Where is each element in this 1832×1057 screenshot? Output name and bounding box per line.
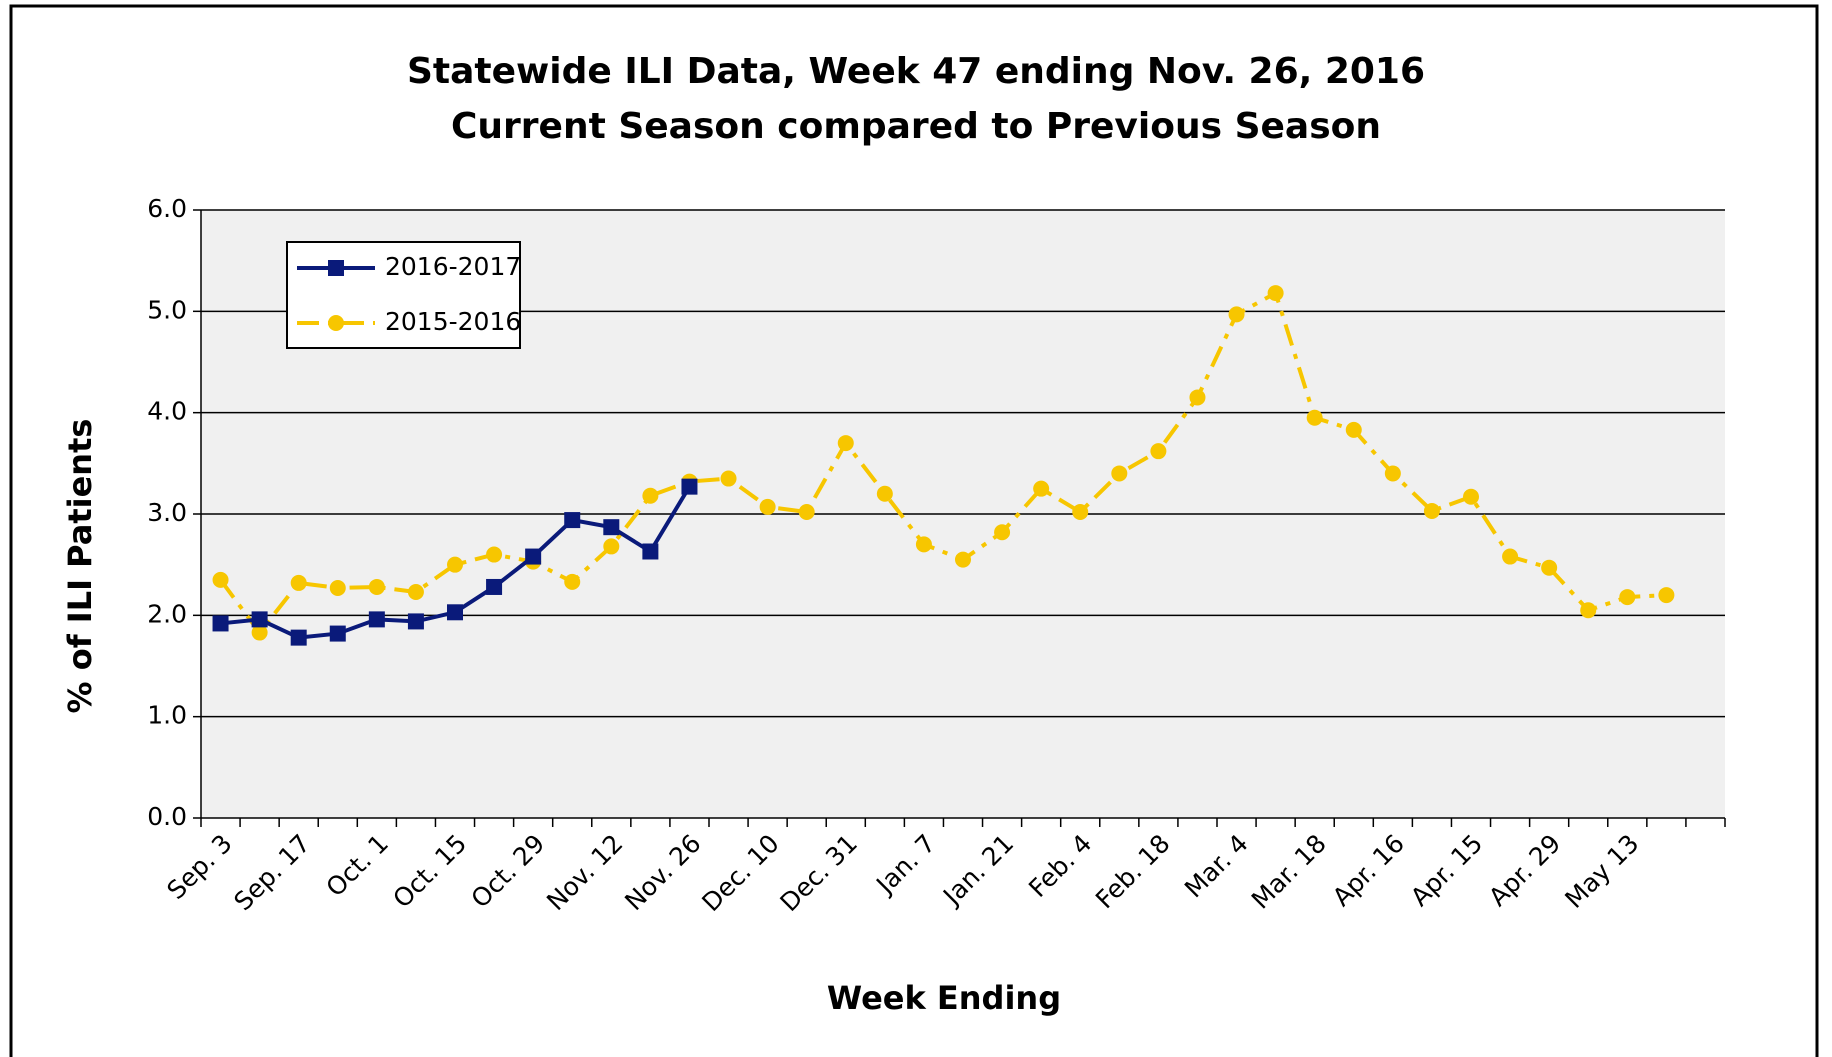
marker [1541, 559, 1558, 576]
marker [525, 548, 542, 565]
marker [642, 487, 659, 504]
marker [564, 573, 581, 590]
marker [1267, 285, 1284, 302]
marker [290, 574, 307, 591]
marker [1228, 306, 1245, 323]
marker [1423, 502, 1440, 519]
marker [368, 611, 385, 628]
marker [407, 584, 424, 601]
marker [1580, 602, 1597, 619]
marker [603, 538, 620, 555]
legend-marker [328, 315, 344, 331]
marker [759, 498, 776, 515]
y-axis-title: % of ILI Patients [61, 419, 99, 714]
y-tick-label: 6.0 [147, 194, 187, 223]
y-tick-label: 0.0 [147, 802, 187, 831]
marker [329, 579, 346, 596]
marker [486, 578, 503, 595]
chart-subtitle: Current Season compared to Previous Seas… [451, 106, 1381, 147]
marker [1189, 389, 1206, 406]
marker [955, 551, 971, 568]
legend-label: 2016-2017 [385, 252, 521, 281]
marker [447, 556, 463, 573]
x-axis-title: Week Ending [827, 979, 1061, 1017]
series [212, 478, 698, 646]
marker [290, 629, 307, 646]
y-tick-label: 3.0 [147, 498, 187, 527]
y-tick-label: 5.0 [147, 295, 187, 324]
marker [1150, 443, 1167, 460]
marker [1384, 465, 1401, 482]
chart-frame [9, 4, 1819, 1057]
marker [642, 543, 659, 560]
chart-title: Statewide ILI Data, Week 47 ending Nov. … [407, 51, 1425, 92]
marker [251, 611, 268, 628]
marker [329, 625, 346, 642]
legend-label: 2015-2016 [385, 307, 521, 336]
marker [1345, 421, 1362, 438]
series [212, 285, 1675, 641]
marker [251, 624, 268, 641]
marker [1619, 589, 1636, 606]
marker [1072, 503, 1089, 520]
marker [1306, 409, 1323, 426]
marker [1463, 488, 1479, 505]
y-tick-label: 4.0 [147, 397, 187, 426]
marker [994, 524, 1011, 541]
legend-marker [328, 260, 344, 276]
marker [1658, 587, 1675, 604]
marker [876, 485, 893, 502]
marker [447, 604, 463, 621]
marker [1111, 465, 1128, 482]
marker [407, 613, 424, 630]
marker [486, 546, 503, 563]
marker [564, 512, 581, 529]
y-tick-label: 2.0 [147, 599, 187, 628]
marker [720, 470, 737, 487]
marker [212, 615, 229, 632]
marker [1033, 480, 1050, 497]
legend-box [286, 241, 521, 349]
marker [212, 571, 229, 588]
marker [837, 435, 854, 452]
marker [603, 519, 620, 536]
marker [798, 503, 815, 520]
marker [681, 478, 698, 495]
marker [1502, 548, 1519, 565]
marker [915, 536, 932, 553]
y-tick-label: 1.0 [147, 701, 187, 730]
marker [368, 578, 385, 595]
